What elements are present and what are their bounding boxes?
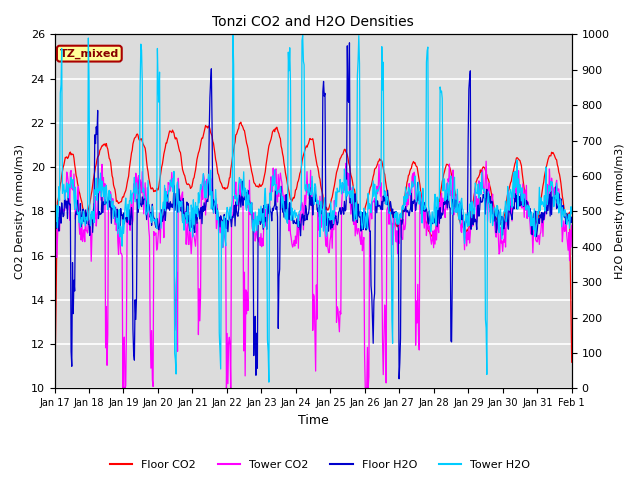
Floor H2O (396, 376, 403, 382)
Floor H2O (166, 207, 173, 213)
Floor CO2 (166, 128, 173, 134)
Line: Tower H2O: Tower H2O (54, 35, 572, 382)
Tower H2O (166, 188, 173, 193)
Tower H2O (229, 32, 237, 38)
Floor H2O (392, 210, 399, 216)
Tower H2O (568, 211, 575, 216)
Floor H2O (346, 40, 353, 46)
Y-axis label: H2O Density (mmol/m3): H2O Density (mmol/m3) (615, 144, 625, 279)
Text: TZ_mixed: TZ_mixed (60, 48, 119, 59)
Line: Tower CO2: Tower CO2 (54, 161, 572, 388)
Tower H2O (377, 165, 385, 171)
Tower H2O (392, 209, 400, 215)
Tower CO2 (51, 224, 58, 229)
Floor H2O (193, 221, 201, 227)
Tower H2O (265, 379, 273, 385)
Floor CO2 (60, 162, 68, 168)
Tower H2O (193, 204, 201, 209)
Floor CO2 (237, 119, 244, 125)
Tower CO2 (166, 188, 174, 194)
Floor H2O (60, 213, 68, 218)
Title: Tonzi CO2 and H2O Densities: Tonzi CO2 and H2O Densities (212, 15, 414, 29)
Floor H2O (568, 215, 575, 220)
X-axis label: Time: Time (298, 414, 328, 427)
Floor CO2 (113, 198, 121, 204)
Tower CO2 (194, 219, 202, 225)
Floor CO2 (376, 157, 384, 163)
Floor CO2 (392, 222, 399, 228)
Tower CO2 (568, 222, 575, 228)
Floor CO2 (51, 385, 58, 391)
Tower CO2 (392, 232, 399, 238)
Legend: Floor CO2, Tower CO2, Floor H2O, Tower H2O: Floor CO2, Tower CO2, Floor H2O, Tower H… (105, 456, 535, 474)
Floor CO2 (193, 156, 201, 162)
Line: Floor CO2: Floor CO2 (54, 122, 572, 388)
Line: Floor H2O: Floor H2O (54, 43, 572, 379)
Tower CO2 (113, 213, 121, 219)
Tower CO2 (119, 385, 127, 391)
Tower H2O (51, 221, 58, 227)
Tower CO2 (376, 193, 384, 199)
Tower H2O (60, 181, 68, 187)
Floor H2O (376, 205, 384, 211)
Floor H2O (113, 206, 121, 212)
Floor H2O (51, 228, 58, 234)
Floor CO2 (568, 360, 575, 365)
Y-axis label: CO2 Density (mmol/m3): CO2 Density (mmol/m3) (15, 144, 25, 279)
Tower CO2 (483, 158, 490, 164)
Tower H2O (113, 216, 121, 221)
Tower CO2 (60, 206, 68, 212)
